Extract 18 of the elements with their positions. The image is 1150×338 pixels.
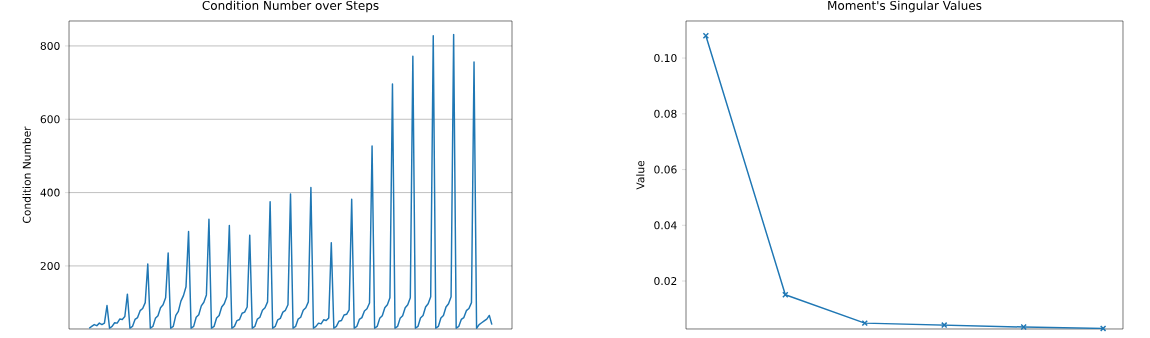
y-tick-label: 0.06 [654,165,677,174]
y-tick-label: 600 [40,115,60,124]
y-tick-label: 800 [40,41,60,50]
line-series [88,33,493,329]
point [861,319,868,327]
y-tick-label: 200 [40,261,60,270]
y-tick-label: 0.08 [654,109,677,118]
chart-title: Moment's Singular Values [828,0,982,13]
y-axis-title: Condition Number [22,126,31,223]
y-axis-title: Value [636,160,645,190]
point [1020,323,1027,331]
chart-title: Condition Number over Steps [202,0,379,13]
point [941,321,948,329]
y-tick-label: 0.02 [654,277,677,286]
y-tick-label: 400 [40,188,60,197]
y-tick-label: 0.04 [654,221,677,230]
y-tick-label: 0.10 [654,54,677,63]
point [782,291,789,298]
